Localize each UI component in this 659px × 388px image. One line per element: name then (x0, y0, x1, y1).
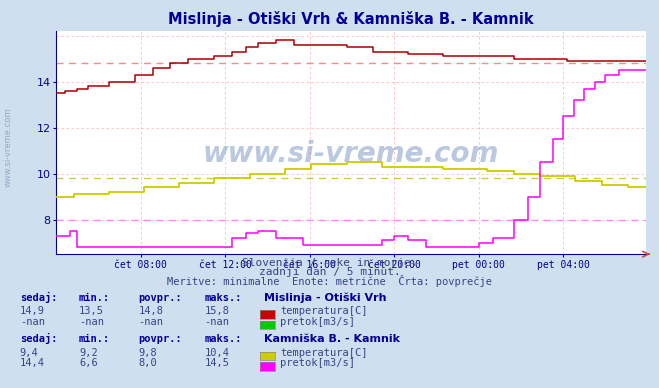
Text: www.si-vreme.com: www.si-vreme.com (203, 140, 499, 168)
Text: zadnji dan / 5 minut.: zadnji dan / 5 minut. (258, 267, 401, 277)
Text: -nan: -nan (138, 317, 163, 327)
Text: 9,4: 9,4 (20, 348, 38, 358)
Text: min.:: min.: (79, 334, 110, 344)
Text: 15,8: 15,8 (204, 306, 229, 316)
Text: povpr.:: povpr.: (138, 293, 182, 303)
Text: 9,8: 9,8 (138, 348, 157, 358)
Text: sedaj:: sedaj: (20, 333, 57, 344)
Text: Slovenija / reke in morje.: Slovenija / reke in morje. (242, 258, 417, 268)
Text: Mislinja - Otiški Vrh: Mislinja - Otiški Vrh (264, 292, 386, 303)
Text: 14,9: 14,9 (20, 306, 45, 316)
Text: temperatura[C]: temperatura[C] (280, 306, 368, 316)
Text: temperatura[C]: temperatura[C] (280, 348, 368, 358)
Text: 14,5: 14,5 (204, 358, 229, 368)
Text: -nan: -nan (20, 317, 45, 327)
Text: maks.:: maks.: (204, 334, 242, 344)
Text: www.si-vreme.com: www.si-vreme.com (3, 108, 13, 187)
Text: -nan: -nan (204, 317, 229, 327)
Text: Meritve: minimalne  Enote: metrične  Črta: povprečje: Meritve: minimalne Enote: metrične Črta:… (167, 275, 492, 287)
Text: pretok[m3/s]: pretok[m3/s] (280, 317, 355, 327)
Text: min.:: min.: (79, 293, 110, 303)
Text: 6,6: 6,6 (79, 358, 98, 368)
Text: maks.:: maks.: (204, 293, 242, 303)
Text: 8,0: 8,0 (138, 358, 157, 368)
Text: 13,5: 13,5 (79, 306, 104, 316)
Text: pretok[m3/s]: pretok[m3/s] (280, 358, 355, 368)
Text: povpr.:: povpr.: (138, 334, 182, 344)
Title: Mislinja - Otiški Vrh & Kamniška B. - Kamnik: Mislinja - Otiški Vrh & Kamniška B. - Ka… (168, 11, 534, 27)
Text: 9,2: 9,2 (79, 348, 98, 358)
Text: -nan: -nan (79, 317, 104, 327)
Text: 10,4: 10,4 (204, 348, 229, 358)
Text: 14,8: 14,8 (138, 306, 163, 316)
Text: sedaj:: sedaj: (20, 292, 57, 303)
Text: 14,4: 14,4 (20, 358, 45, 368)
Text: Kamniška B. - Kamnik: Kamniška B. - Kamnik (264, 334, 399, 344)
